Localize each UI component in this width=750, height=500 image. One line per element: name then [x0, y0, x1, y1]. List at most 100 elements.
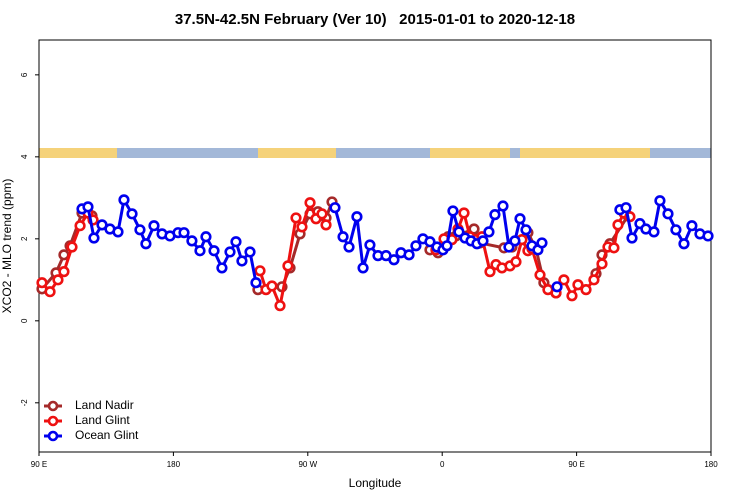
data-point — [612, 219, 624, 231]
data-point — [410, 240, 422, 252]
data-point — [441, 240, 453, 252]
data-point — [364, 239, 376, 251]
data-point — [514, 213, 526, 225]
data-point — [82, 201, 94, 213]
data-point — [351, 211, 363, 223]
data-point — [558, 274, 570, 286]
data-point — [186, 235, 198, 247]
data-point — [320, 219, 332, 231]
y-tick-label: 0 — [20, 318, 29, 323]
x-tick-label: 90 E — [31, 460, 47, 469]
data-point — [290, 212, 302, 224]
data-point — [670, 224, 682, 236]
data-point — [316, 208, 328, 220]
data-point — [388, 254, 400, 266]
data-point — [403, 249, 415, 261]
data-point — [447, 205, 459, 217]
data-point — [509, 235, 521, 247]
data-point — [424, 236, 436, 248]
data-point — [357, 262, 369, 274]
data-point — [194, 245, 206, 257]
y-tick-label: -2 — [20, 399, 29, 407]
data-point — [648, 226, 660, 238]
data-point — [329, 202, 341, 214]
chart-title: 37.5N-42.5N February (Ver 10) 2015-01-01… — [175, 11, 575, 28]
data-point — [343, 241, 355, 253]
data-point — [134, 224, 146, 236]
data-point — [244, 246, 256, 258]
x-tick-label: 90 E — [568, 460, 584, 469]
y-tick-label: 6 — [20, 72, 29, 77]
data-point — [36, 277, 48, 289]
y-axis-label: XCO2 - MLO trend (ppm) — [0, 179, 14, 314]
data-point — [686, 220, 698, 232]
data-point — [608, 242, 620, 254]
data-point — [250, 277, 262, 289]
data-point — [140, 238, 152, 250]
data-point — [112, 226, 124, 238]
data-point — [477, 235, 489, 247]
data-point — [74, 220, 86, 232]
data-point — [254, 265, 266, 277]
data-point — [536, 237, 548, 249]
series — [76, 194, 714, 293]
data-point — [52, 274, 64, 286]
data-point — [626, 232, 638, 244]
legend-label: Land Glint — [75, 413, 130, 427]
data-point — [126, 208, 138, 220]
data-point — [654, 195, 666, 207]
data-point — [66, 241, 78, 253]
data-point — [118, 194, 130, 206]
data-point — [216, 262, 228, 274]
data-point — [337, 231, 349, 243]
data-point — [596, 258, 608, 270]
data-point — [534, 269, 546, 281]
data-point — [282, 260, 294, 272]
data-point — [148, 220, 160, 232]
x-tick-label: 0 — [440, 460, 445, 469]
data-point — [510, 256, 522, 268]
data-point — [296, 221, 308, 233]
data-point — [224, 246, 236, 258]
legend-label: Land Nadir — [75, 398, 134, 412]
data-point — [208, 245, 220, 257]
data-point — [566, 290, 578, 302]
data-point — [458, 207, 470, 219]
data-point — [58, 266, 70, 278]
x-tick-label: 180 — [167, 460, 181, 469]
data-point — [483, 226, 495, 238]
data-point — [266, 280, 278, 292]
data-point — [662, 208, 674, 220]
data-point — [702, 230, 714, 242]
data-point — [580, 284, 592, 296]
data-point — [44, 286, 56, 298]
data-point — [489, 209, 501, 221]
land-ocean-strip — [39, 148, 711, 158]
data-point — [484, 266, 496, 278]
data-point — [274, 300, 286, 312]
data-point — [588, 274, 600, 286]
legend-swatch-marker — [47, 415, 59, 427]
data-point — [178, 227, 190, 239]
x-tick-label: 180 — [704, 460, 718, 469]
data-point — [200, 231, 212, 243]
plot-frame — [38, 39, 712, 453]
data-point — [572, 279, 584, 291]
legend-label: Ocean Glint — [75, 428, 139, 442]
data-point — [620, 202, 632, 214]
data-point — [230, 236, 242, 248]
data-point — [453, 226, 465, 238]
data-point — [304, 197, 316, 209]
data-point — [551, 281, 563, 293]
data-point — [497, 200, 509, 212]
y-tick-label: 2 — [20, 236, 29, 241]
x-axis-label: Longitude — [349, 476, 402, 490]
y-tick-label: 4 — [20, 154, 29, 159]
legend-swatch-marker — [47, 430, 59, 442]
x-tick-label: 90 W — [298, 460, 317, 469]
data-point — [88, 232, 100, 244]
legend-swatch-marker — [47, 400, 59, 412]
data-point — [678, 238, 690, 250]
data-point — [520, 224, 532, 236]
